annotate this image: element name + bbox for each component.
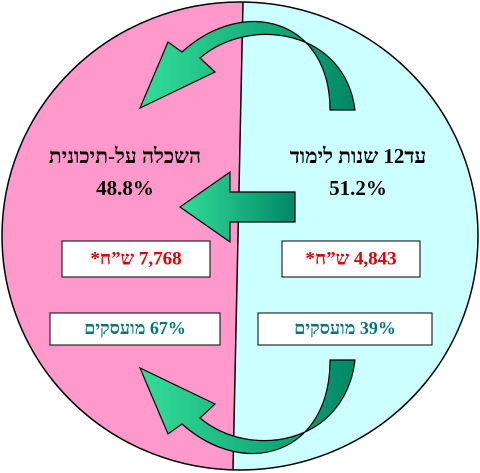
right-income-box bbox=[281, 240, 421, 278]
right-employed: 39% מועסקים bbox=[294, 318, 396, 338]
middle-arrow bbox=[178, 170, 296, 244]
left-income-box bbox=[61, 240, 211, 278]
left-employed-box bbox=[49, 312, 221, 346]
bottom-arrow bbox=[138, 359, 356, 455]
right-heading: עד12 שנות לימוד bbox=[290, 144, 427, 168]
left-heading: השכלה על-תיכונית bbox=[49, 144, 201, 168]
left-income: 7,768 ש”ח* bbox=[90, 248, 181, 269]
left-employed: 67% מועסקים bbox=[84, 318, 186, 338]
right-income: 4,843 ש”ח* bbox=[305, 248, 396, 269]
right-employed-box bbox=[257, 312, 433, 346]
left-percent: 48.8% bbox=[96, 176, 154, 200]
top-arrow bbox=[138, 20, 356, 111]
right-percent: 51.2% bbox=[329, 176, 387, 200]
